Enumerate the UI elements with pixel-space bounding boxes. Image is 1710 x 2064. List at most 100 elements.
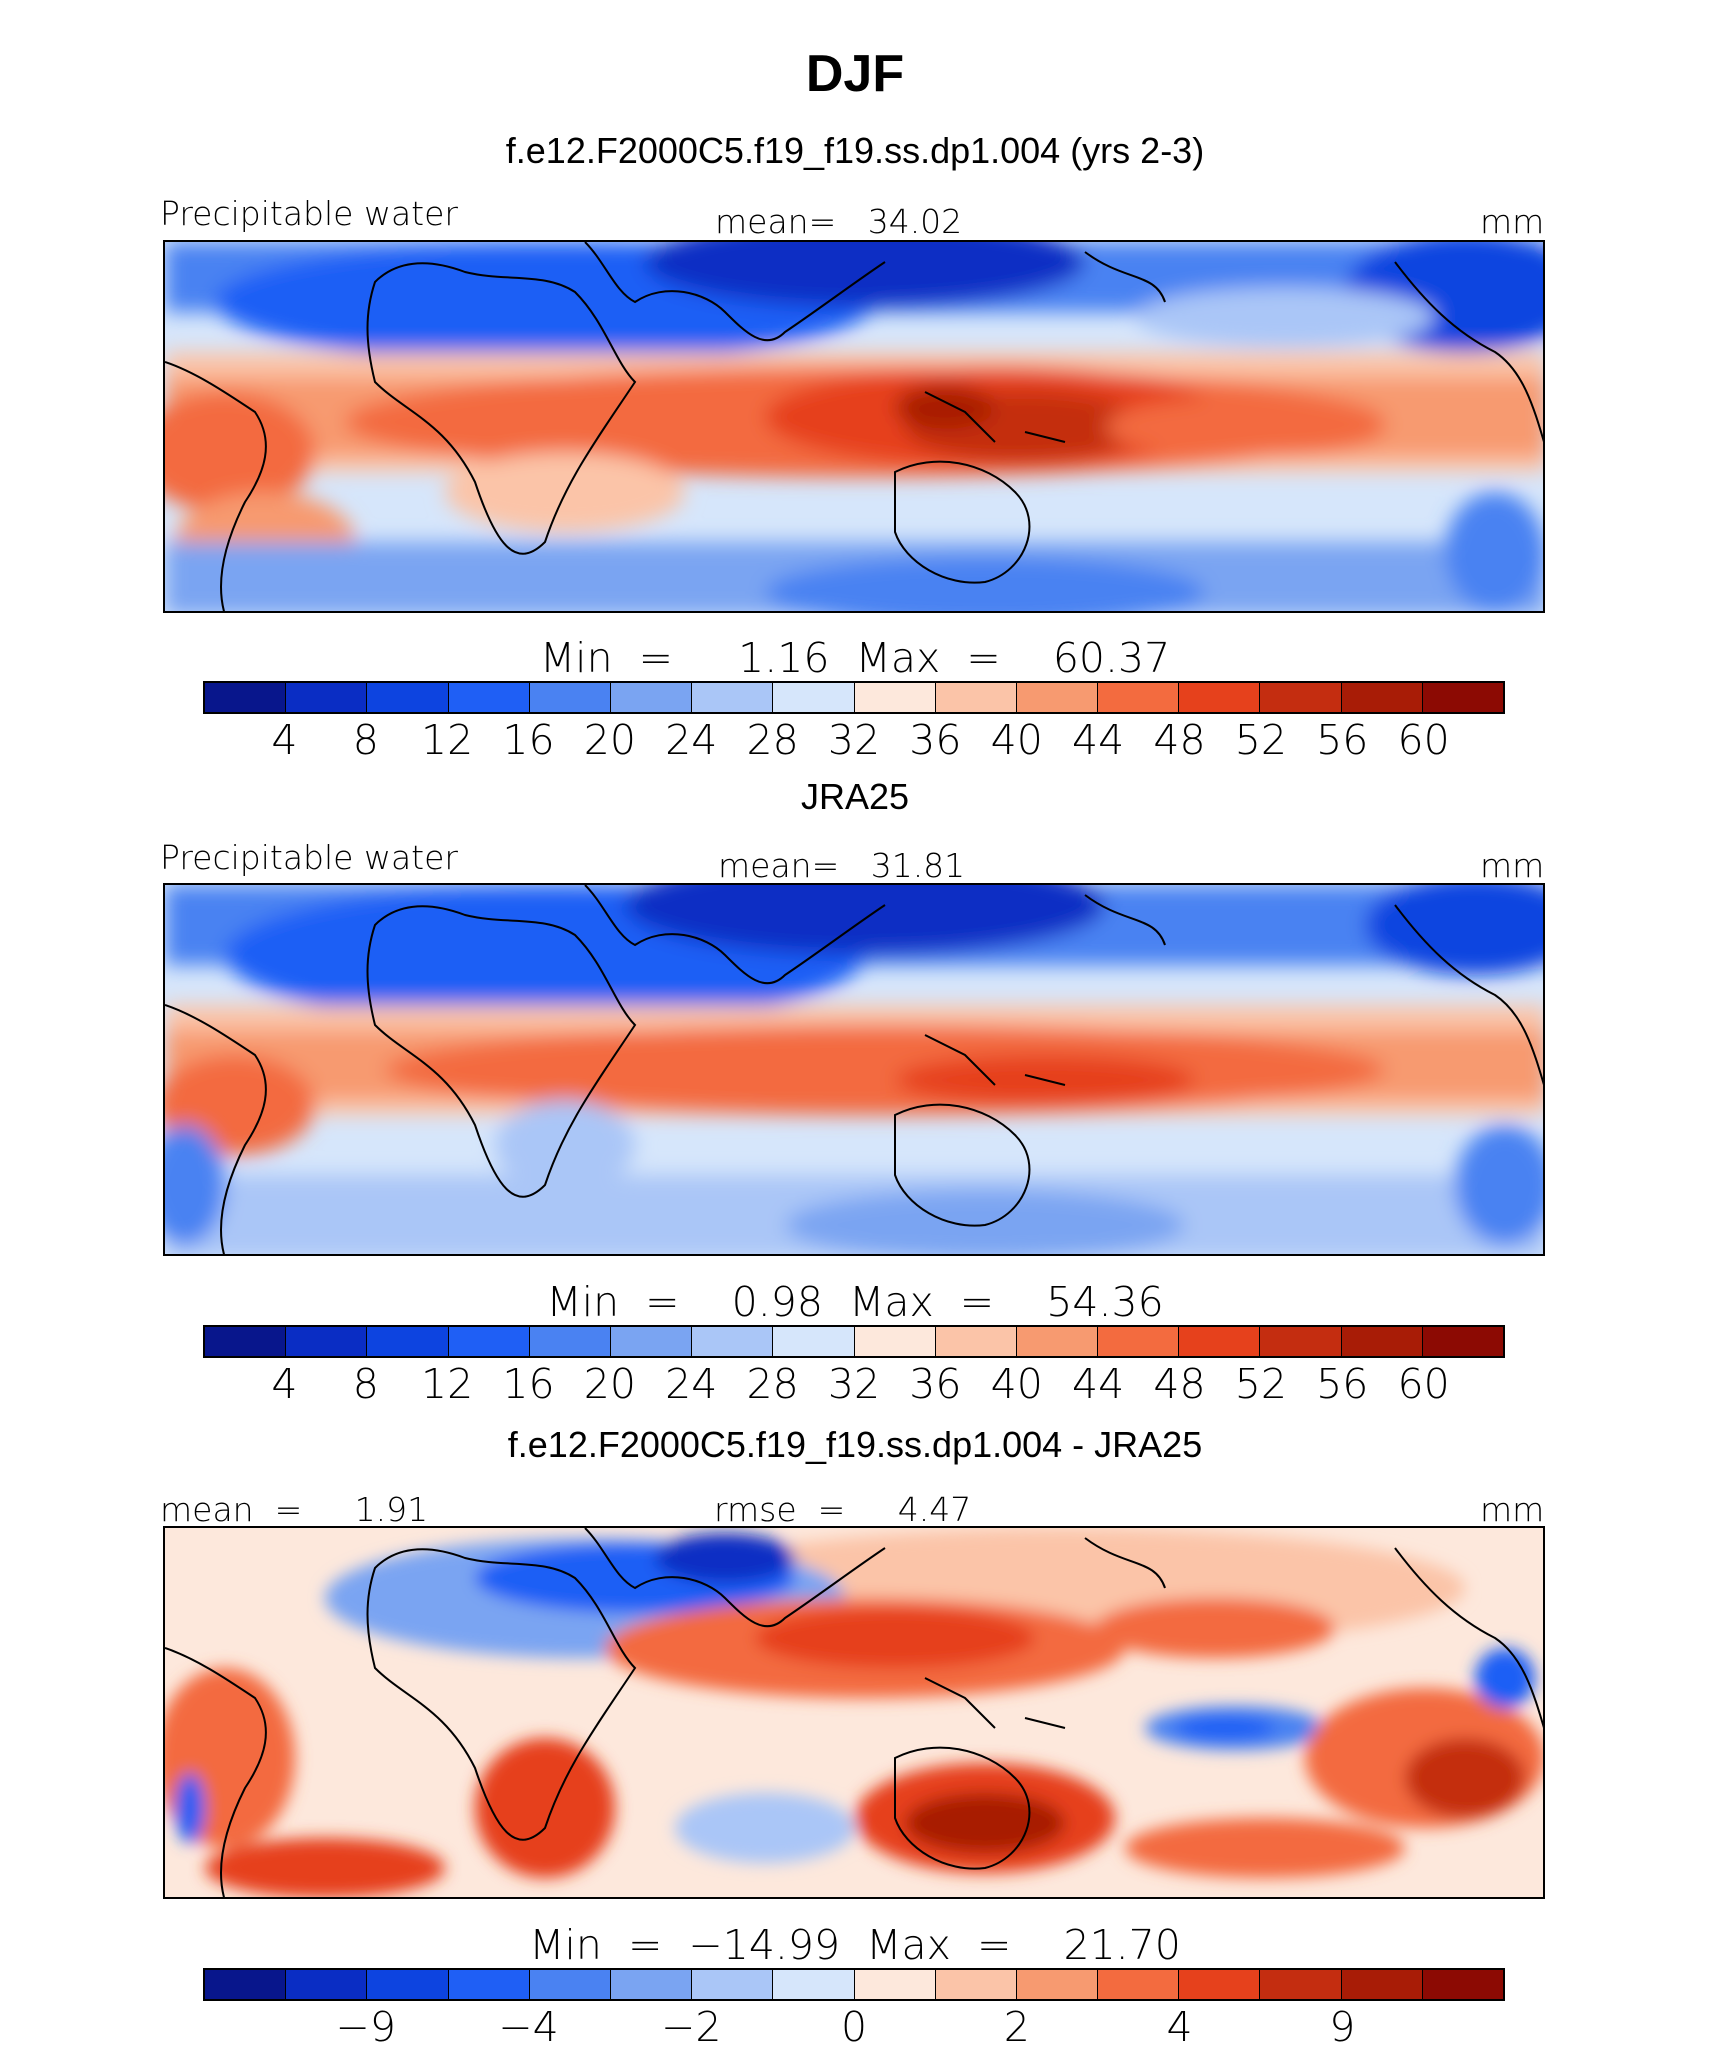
- colorbar-swatch: [1260, 1970, 1342, 1999]
- colorbar-swatch: [448, 1327, 530, 1356]
- colorbar-swatch: [367, 1327, 449, 1356]
- colorbar-tick-label: −2: [661, 2003, 722, 2051]
- colorbar-swatch: [1422, 1970, 1503, 1999]
- colorbar-swatch: [529, 1327, 611, 1356]
- colorbar-tick-label: 16: [502, 1360, 555, 1408]
- colorbar-swatch: [773, 1327, 855, 1356]
- colorbar-swatch: [692, 683, 774, 712]
- colorbar-swatch: [610, 1970, 693, 1999]
- colorbar-tick-label: 60: [1397, 1360, 1450, 1408]
- colorbar-swatch: [773, 1970, 855, 1999]
- colorbar-swatch: [1098, 1970, 1180, 1999]
- colorbar-tick-label: 24: [665, 1360, 718, 1408]
- colorbar-swatch: [286, 683, 368, 712]
- panel-2-map: [163, 883, 1545, 1256]
- colorbar-swatch: [529, 1970, 611, 1999]
- colorbar-swatch: [1016, 1327, 1099, 1356]
- panel-3-units-label: mm: [1480, 1490, 1545, 1529]
- panel-3-rmse-label: rmse = 4.47: [714, 1490, 972, 1529]
- colorbar-tick-label: 56: [1316, 716, 1369, 764]
- colorbar-swatch: [205, 1970, 287, 1999]
- colorbar-swatch: [854, 1970, 936, 1999]
- colorbar-tick-label: 52: [1234, 1360, 1287, 1408]
- panel-2-colorbar: [203, 1325, 1505, 1358]
- colorbar-swatch: [1341, 1327, 1423, 1356]
- panel-2-colorbar-ticks: 4 8 12 16 20 24 28 32 36 40 44 48 52 56 60: [203, 1360, 1505, 1410]
- panel-3-mean-label: mean = 1.91: [160, 1490, 429, 1529]
- colorbar-swatch: [773, 683, 855, 712]
- colorbar-tick-label: 36: [909, 716, 962, 764]
- colorbar-tick-label: 2: [1003, 2003, 1030, 2051]
- colorbar-swatch: [935, 683, 1017, 712]
- colorbar-swatch: [1341, 1970, 1423, 1999]
- colorbar-tick-label: 8: [352, 1360, 379, 1408]
- colorbar-swatch: [205, 683, 287, 712]
- colorbar-swatch: [692, 1327, 774, 1356]
- panel-3-map: [163, 1526, 1545, 1899]
- colorbar-swatch: [854, 683, 936, 712]
- colorbar-tick-label: 20: [583, 1360, 636, 1408]
- colorbar-swatch: [1422, 1327, 1503, 1356]
- panel-1-minmax: Min = 1.16 Max = 60.37: [539, 634, 1171, 682]
- colorbar-tick-label: 44: [1072, 1360, 1125, 1408]
- colorbar-swatch: [1098, 683, 1180, 712]
- panel-1-subtitle: f.e12.F2000C5.f19_f19.ss.dp1.004 (yrs 2-…: [505, 130, 1205, 171]
- colorbar-swatch: [1179, 683, 1261, 712]
- colorbar-tick-label: 28: [746, 1360, 799, 1408]
- colorbar-tick-label: 4: [1166, 2003, 1193, 2051]
- colorbar-tick-label: −4: [498, 2003, 559, 2051]
- panel-1-map: [163, 240, 1545, 613]
- panel-3-colorbar-ticks: −9 −4 −2 0 2 4 9: [203, 2003, 1505, 2053]
- colorbar-tick-label: 32: [827, 1360, 881, 1408]
- colorbar-swatch: [692, 1970, 774, 1999]
- colorbar-swatch: [1098, 1327, 1180, 1356]
- colorbar-tick-label: 52: [1234, 716, 1287, 764]
- colorbar-tick-label: 24: [665, 716, 718, 764]
- colorbar-swatch: [1260, 683, 1342, 712]
- colorbar-swatch: [610, 1327, 693, 1356]
- panel-1-variable-label: Precipitable water: [160, 194, 458, 233]
- colorbar-swatch: [448, 1970, 530, 1999]
- colorbar-tick-label: 40: [990, 716, 1043, 764]
- colorbar-tick-label: 44: [1072, 716, 1125, 764]
- colorbar-tick-label: 48: [1153, 1360, 1206, 1408]
- colorbar-swatch: [367, 683, 449, 712]
- panel-1-units-label: mm: [1480, 202, 1545, 241]
- panel-3-subtitle: f.e12.F2000C5.f19_f19.ss.dp1.004 - JRA25: [507, 1424, 1203, 1465]
- colorbar-swatch: [529, 683, 611, 712]
- colorbar-tick-label: 32: [827, 716, 881, 764]
- colorbar-tick-label: 12: [421, 716, 474, 764]
- panel-2-subtitle: JRA25: [800, 776, 910, 817]
- panel-2-minmax: Min = 0.98 Max = 54.36: [546, 1278, 1164, 1326]
- colorbar-swatch: [1016, 683, 1099, 712]
- colorbar-tick-label: 36: [909, 1360, 962, 1408]
- colorbar-swatch: [610, 683, 693, 712]
- colorbar-tick-label: 4: [271, 1360, 298, 1408]
- panel-2-mean-label: mean= 31.81: [718, 846, 966, 885]
- panel-2-units-label: mm: [1480, 846, 1545, 885]
- colorbar-swatch: [1260, 1327, 1342, 1356]
- colorbar-swatch: [1341, 683, 1423, 712]
- panel-3-colorbar: [203, 1968, 1505, 2001]
- colorbar-swatch: [205, 1327, 287, 1356]
- colorbar-swatch: [935, 1327, 1017, 1356]
- colorbar-tick-label: 9: [1329, 2003, 1356, 2051]
- colorbar-tick-label: 48: [1153, 716, 1206, 764]
- colorbar-swatch: [286, 1327, 368, 1356]
- colorbar-tick-label: 40: [990, 1360, 1043, 1408]
- colorbar-tick-label: 20: [583, 716, 636, 764]
- colorbar-swatch: [1179, 1327, 1261, 1356]
- panel-1-colorbar-ticks: 4 8 12 16 20 24 28 32 36 40 44 48 52 56 60: [203, 716, 1505, 766]
- figure-title: DJF: [805, 45, 905, 103]
- colorbar-swatch: [448, 683, 530, 712]
- colorbar-tick-label: 60: [1397, 716, 1450, 764]
- panel-3-minmax: Min = −14.99 Max = 21.70: [529, 1921, 1181, 1969]
- colorbar-tick-label: 12: [421, 1360, 474, 1408]
- colorbar-swatch: [286, 1970, 368, 1999]
- colorbar-swatch: [935, 1970, 1017, 1999]
- colorbar-swatch: [1422, 683, 1503, 712]
- colorbar-tick-label: 28: [746, 716, 799, 764]
- panel-1-colorbar: [203, 681, 1505, 714]
- colorbar-swatch: [1179, 1970, 1261, 1999]
- colorbar-swatch: [854, 1327, 936, 1356]
